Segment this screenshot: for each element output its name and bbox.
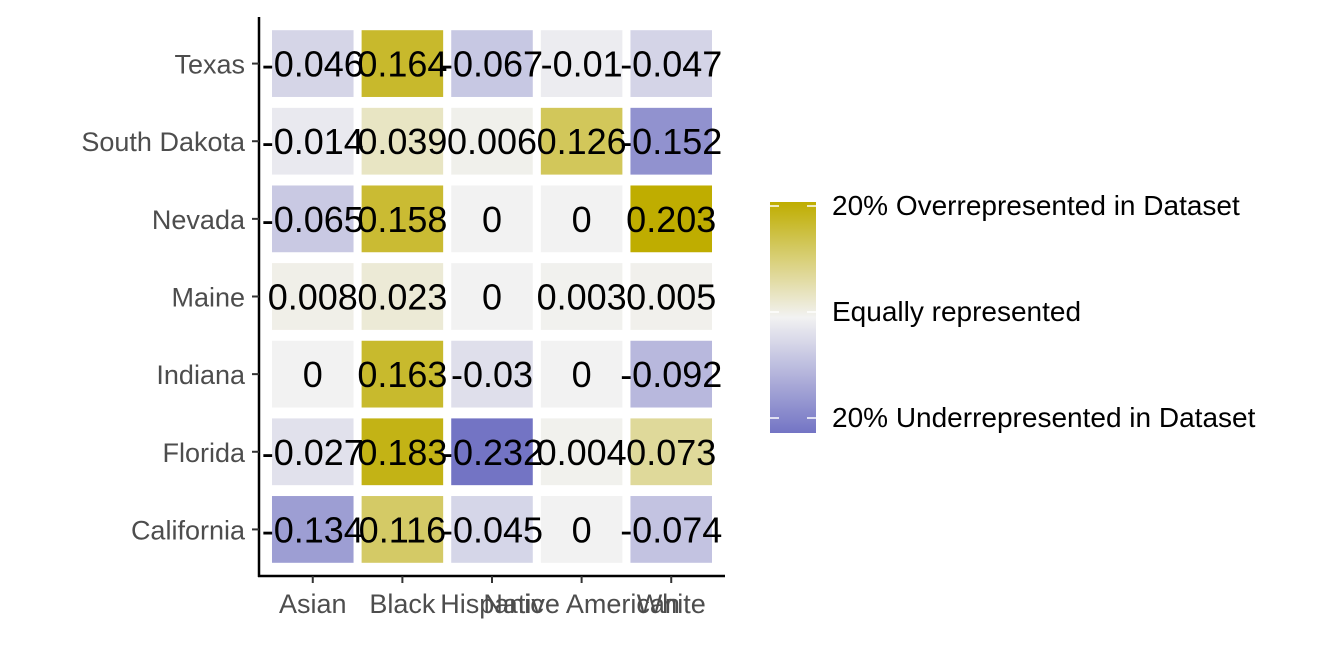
heatmap-cell-5-0	[271, 418, 354, 486]
heatmap-cell-3-1	[361, 263, 444, 330]
heatmap-cell-1-1	[361, 107, 444, 175]
heatmap-cell-1-3	[540, 107, 623, 175]
cell-value-label: -0.047	[620, 44, 722, 85]
y-tick-label: California	[131, 515, 246, 545]
cell-value-label: -0.067	[441, 44, 543, 85]
heatmap-cell-2-2	[451, 185, 533, 253]
cell-value-label: 0	[482, 277, 502, 318]
heatmap-cell-5-2	[451, 418, 533, 486]
cell-value-label: -0.092	[620, 354, 722, 395]
cell-value-label: -0.232	[441, 432, 543, 473]
cell-value-label: -0.045	[441, 509, 543, 550]
cell-value-label: 0.039	[357, 121, 447, 162]
heatmap-cell-6-1	[361, 496, 444, 563]
cell-value-label: 0.003	[537, 277, 627, 318]
heatmap-cell-5-4	[630, 418, 713, 486]
heatmap-cell-4-1	[361, 340, 444, 408]
y-tick-label: Florida	[162, 438, 246, 468]
x-tick-label: Hispanic	[440, 589, 544, 619]
heatmap-cell-0-0	[271, 30, 354, 97]
heatmap-cell-1-4	[630, 107, 713, 175]
legend-label: 20% Overrepresented in Dataset	[832, 190, 1240, 221]
cell-value-label: -0.014	[262, 121, 364, 162]
heatmap-cell-4-2	[451, 340, 533, 408]
cell-value-label: 0	[572, 354, 592, 395]
cell-value-label: 0.006	[447, 121, 537, 162]
heatmap-cell-6-4	[630, 496, 713, 563]
legend-label: 20% Underrepresented in Dataset	[832, 402, 1256, 433]
x-tick-label: Asian	[279, 589, 347, 619]
cell-value-label: -0.074	[620, 509, 722, 550]
heatmap-cell-0-2	[451, 30, 533, 97]
cell-value-label: 0.073	[626, 432, 716, 473]
heatmap-cell-0-3	[540, 30, 623, 97]
heatmap-cell-3-2	[451, 263, 533, 330]
heatmap-cell-6-0	[271, 496, 354, 563]
cell-value-label: -0.01	[541, 44, 623, 85]
heatmap-cell-2-1	[361, 185, 444, 253]
cell-value-label: 0	[572, 199, 592, 240]
heatmap-cell-2-3	[540, 185, 623, 253]
y-tick-label: Nevada	[152, 205, 246, 235]
cell-value-label: 0	[303, 354, 323, 395]
heatmap-cell-3-4	[630, 263, 713, 330]
heatmap-cell-4-4	[630, 340, 713, 408]
heatmap-cell-5-1	[361, 418, 444, 486]
legend-label: Equally represented	[832, 296, 1081, 327]
heatmap-cell-2-4	[630, 185, 713, 253]
y-tick-label: South Dakota	[81, 127, 246, 157]
x-tick-label: Native American	[483, 589, 680, 619]
cell-value-label: 0.008	[268, 277, 358, 318]
cell-value-label: -0.134	[262, 509, 364, 550]
heatmap-cell-3-3	[540, 263, 623, 330]
cell-value-label: 0.116	[359, 509, 446, 550]
heatmap-cell-4-3	[540, 340, 623, 408]
color-legend: 20% Overrepresented in Dataset Equally re…	[770, 190, 1256, 433]
heatmap-cell-0-4	[630, 30, 713, 97]
cell-value-label: 0.023	[357, 277, 447, 318]
heatmap-cell-1-0	[271, 107, 354, 175]
cell-value-label: 0.126	[537, 121, 627, 162]
heatmap-cell-4-0	[271, 340, 354, 408]
cell-value-label: -0.152	[620, 121, 722, 162]
y-tick-label: Maine	[171, 283, 245, 313]
cell-value-label: -0.03	[451, 354, 533, 395]
heatmap-cell-3-0	[271, 263, 354, 330]
cell-value-label: 0	[482, 199, 502, 240]
legend-colorbar	[770, 202, 816, 433]
cell-value-label: -0.065	[262, 199, 364, 240]
x-tick-label: White	[637, 589, 706, 619]
cell-value-label: 0	[572, 509, 592, 550]
y-tick-label: Texas	[174, 50, 245, 80]
cell-value-label: 0.158	[357, 199, 447, 240]
cell-value-label: 0.164	[357, 44, 447, 85]
heatmap-cell-6-3	[540, 496, 623, 563]
cell-value-label: 0.005	[626, 277, 716, 318]
cell-value-label: -0.027	[262, 432, 364, 473]
cell-value-label: 0.183	[357, 432, 447, 473]
x-tick-label: Black	[369, 589, 436, 619]
cell-value-label: 0.163	[357, 354, 447, 395]
heatmap-cell-1-2	[451, 107, 533, 175]
heatmap-cell-6-2	[451, 496, 533, 563]
heatmap-cell-0-1	[361, 30, 444, 97]
cell-value-label: -0.046	[262, 44, 364, 85]
cell-value-label: 0.004	[537, 432, 627, 473]
cell-value-label: 0.203	[626, 199, 716, 240]
heatmap-cell-5-3	[540, 418, 623, 486]
y-tick-label: Indiana	[156, 360, 246, 390]
heatmap-cell-2-0	[271, 185, 354, 253]
